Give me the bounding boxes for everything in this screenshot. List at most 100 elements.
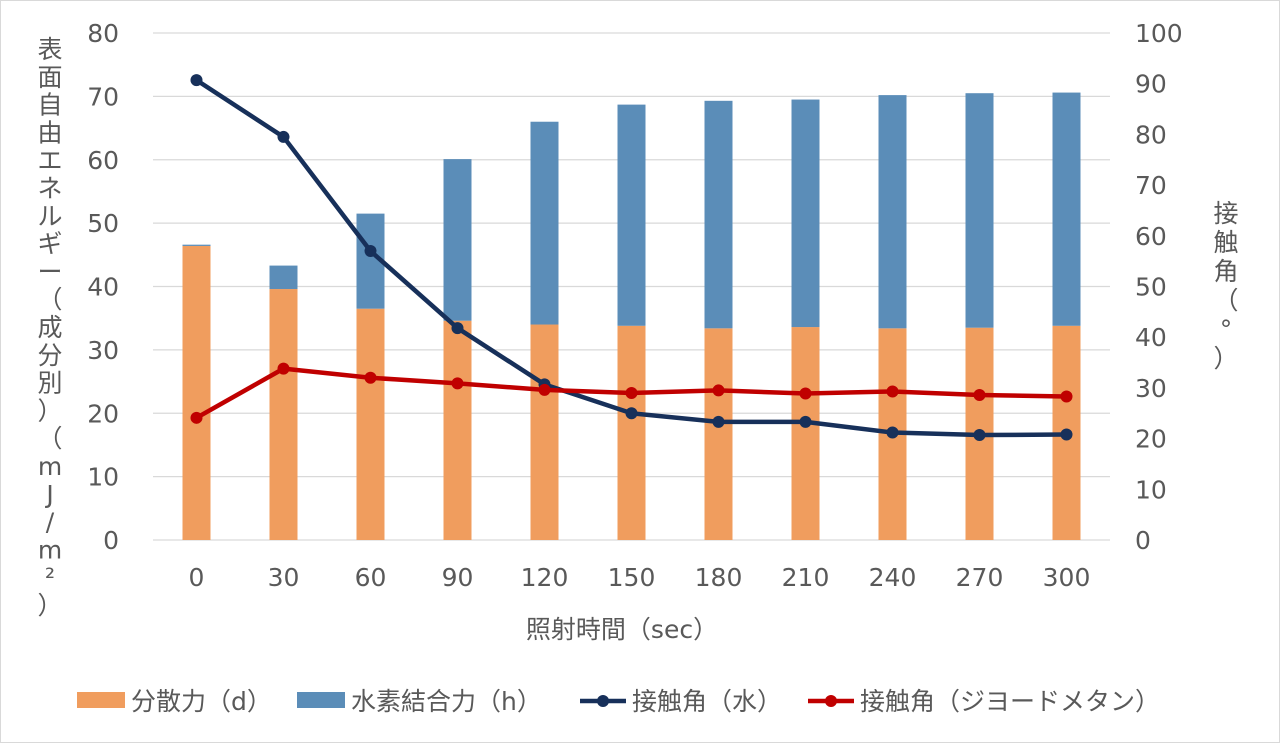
axis-title-char: エ: [37, 146, 62, 175]
bar-segment: [1052, 92, 1081, 326]
axis-title-char: 面: [37, 63, 62, 92]
series-point: [1060, 390, 1073, 403]
axis-title-char: J: [44, 480, 53, 509]
axis-title-char: /: [46, 508, 55, 537]
axis-title-char: ル: [37, 202, 62, 231]
line-series: [190, 74, 1073, 442]
axis-title-char: （: [1213, 286, 1238, 315]
series-point: [451, 377, 464, 390]
x-tick-label: 120: [521, 563, 569, 592]
bar-segment: [269, 289, 298, 540]
series-point: [886, 385, 899, 398]
x-tick-label: 60: [355, 563, 387, 592]
x-tick-label: 150: [608, 563, 656, 592]
axis-title-char: 由: [37, 118, 62, 147]
axis-title-char: ー: [37, 257, 62, 286]
axis-title-char: 自: [37, 91, 62, 120]
legend-item: 接触角（ジヨードメタン）: [808, 687, 1160, 716]
bar-segment: [356, 308, 385, 540]
bar-segment: [443, 159, 472, 321]
axis-title-char: 触: [1213, 228, 1238, 257]
left-tick-label: 40: [87, 273, 119, 302]
series-point: [625, 407, 638, 420]
series-point: [625, 386, 638, 399]
axis-title-char: ）: [37, 396, 62, 425]
left-tick-label: 20: [87, 399, 119, 428]
right-axis-ticks: 0 10 20 30 40 50 60 70 80 90 100: [1135, 19, 1183, 555]
axis-title-char: （: [37, 424, 62, 453]
legend-label: 分散力（d）: [131, 687, 272, 716]
axis-title-char: ）: [1213, 344, 1238, 373]
legend-item: 分散力（d）: [77, 687, 272, 716]
legend-label: 接触角（ジヨードメタン）: [860, 687, 1160, 716]
axis-title-char: 成: [37, 313, 62, 342]
bar-segment: [617, 325, 646, 540]
x-axis-title: 照射時間（sec）: [526, 615, 718, 644]
x-axis-ticks: 0 30 60 90 120 150 180 210 240 270 300: [189, 563, 1091, 592]
bar-segment: [704, 328, 733, 540]
right-tick-label: 40: [1135, 323, 1167, 352]
bar-segment: [530, 121, 559, 325]
right-tick-label: 20: [1135, 425, 1167, 454]
bar-segment: [269, 265, 298, 290]
x-tick-label: 30: [268, 563, 300, 592]
axis-title-char: 表: [37, 35, 62, 64]
series-point: [973, 388, 986, 401]
series-point: [712, 384, 725, 397]
axis-title-char: 接: [1213, 199, 1238, 228]
right-tick-label: 100: [1135, 19, 1183, 48]
axis-title-char: ）: [37, 591, 62, 620]
left-tick-label: 80: [87, 19, 119, 48]
right-tick-label: 50: [1135, 273, 1167, 302]
legend-swatch: [297, 692, 345, 708]
series-point: [886, 426, 899, 439]
right-tick-label: 0: [1135, 526, 1151, 555]
right-axis-title: 接触角（°）: [1213, 199, 1238, 373]
bar-segment: [530, 324, 559, 540]
x-tick-label: 270: [956, 563, 1004, 592]
left-tick-label: 10: [87, 463, 119, 492]
right-tick-label: 60: [1135, 222, 1167, 251]
legend-item: 接触角（水）: [580, 687, 782, 716]
bar-segment: [878, 95, 907, 329]
series-point: [799, 387, 812, 400]
axis-title-char: ネ: [37, 174, 62, 203]
legend-swatch: [77, 692, 125, 708]
legend: 分散力（d） 水素結合力（h） 接触角（水） 接触角（ジヨードメタン）: [77, 687, 1160, 716]
axis-title-char: 角: [1213, 257, 1238, 286]
axis-title-char: ²: [45, 563, 55, 592]
axis-title-char: （: [37, 285, 62, 314]
legend-label: 接触角（水）: [632, 687, 782, 716]
x-tick-label: 240: [869, 563, 917, 592]
series-point: [1060, 428, 1073, 441]
right-tick-label: 90: [1135, 70, 1167, 99]
left-tick-label: 60: [87, 146, 119, 175]
left-tick-label: 30: [87, 336, 119, 365]
axis-title-char: m: [38, 535, 62, 564]
x-tick-label: 90: [442, 563, 474, 592]
axis-title-char: °: [1220, 315, 1233, 344]
right-tick-label: 30: [1135, 374, 1167, 403]
bar-segment: [791, 327, 820, 540]
axis-title-char: ギ: [37, 230, 62, 259]
axis-title-char: 別: [37, 369, 62, 398]
series-point: [712, 415, 725, 428]
series-point: [277, 130, 290, 143]
legend-swatch-marker: [597, 695, 609, 707]
right-tick-label: 10: [1135, 475, 1167, 504]
series-point: [364, 245, 377, 258]
series-point: [364, 371, 377, 384]
axis-title-char: 分: [37, 341, 62, 370]
right-tick-label: 80: [1135, 120, 1167, 149]
legend-label: 水素結合力（h）: [351, 687, 542, 716]
left-tick-label: 70: [87, 82, 119, 111]
axis-title-char: m: [38, 452, 62, 481]
x-tick-label: 0: [189, 563, 205, 592]
left-axis-ticks: 0 10 20 30 40 50 60 70 80: [87, 19, 119, 555]
series-point: [538, 383, 551, 396]
bar-series: [182, 92, 1081, 540]
series-point: [799, 415, 812, 428]
x-tick-label: 180: [695, 563, 743, 592]
